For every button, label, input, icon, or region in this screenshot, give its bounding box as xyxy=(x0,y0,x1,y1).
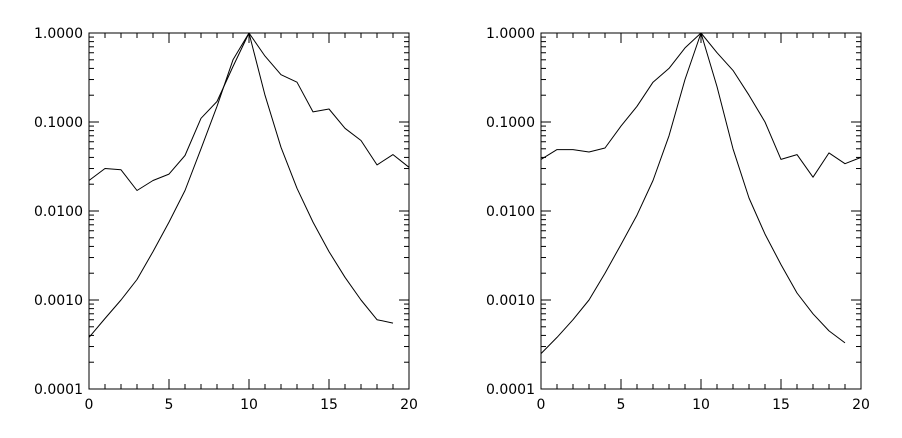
x-tick-label: 20 xyxy=(400,397,418,413)
y-tick-label: 0.0100 xyxy=(486,204,535,220)
x-tick-label: 5 xyxy=(165,397,174,413)
y-tick-label: 0.1000 xyxy=(34,115,83,131)
y-tick-label: 0.0001 xyxy=(486,382,535,398)
y-tick-label: 0.0001 xyxy=(34,382,83,398)
y-tick-label: 1.0000 xyxy=(34,26,83,42)
right-chart-panel: 0 5 10 15 20 0.0001 0.0010 0.0100 0.1000 1.0000 xyxy=(486,26,870,413)
y-tick-label: 1.0000 xyxy=(486,26,535,42)
plot-frame xyxy=(540,32,862,390)
series-line-2 xyxy=(540,32,846,354)
left-chart-panel: 0 5 10 15 20 0.0001 0.0010 0.0100 0.1000 1.0000 xyxy=(34,26,418,413)
x-tick-label: 5 xyxy=(617,397,626,413)
y-tick-label: 0.0010 xyxy=(34,293,83,309)
y-tick-label: 0.0010 xyxy=(486,293,535,309)
x-tick-label: 10 xyxy=(692,397,710,413)
x-tick-label: 0 xyxy=(85,397,94,413)
series-line-1 xyxy=(540,32,862,178)
x-tick-label: 20 xyxy=(852,397,870,413)
plot-frame xyxy=(88,32,410,390)
x-tick-label: 10 xyxy=(240,397,258,413)
series-line-1 xyxy=(88,32,410,191)
x-tick-label: 0 xyxy=(537,397,546,413)
series-line-2 xyxy=(88,32,394,338)
x-tick-label: 15 xyxy=(772,397,790,413)
y-tick-label: 0.1000 xyxy=(486,115,535,131)
x-tick-label: 15 xyxy=(320,397,338,413)
y-tick-label: 0.0100 xyxy=(34,204,83,220)
